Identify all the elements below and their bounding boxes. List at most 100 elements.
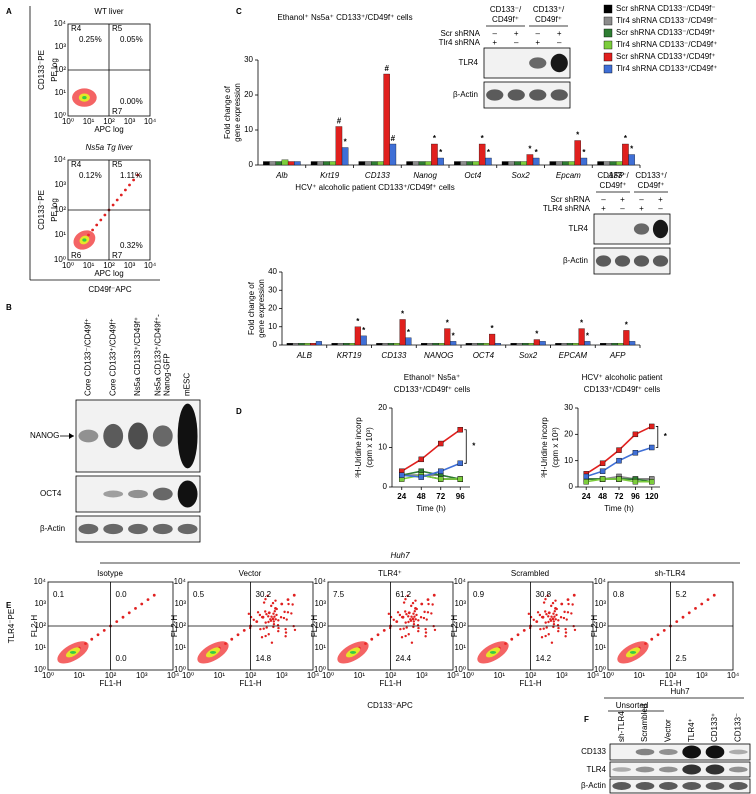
x-tick-label: 10² bbox=[103, 261, 115, 270]
group-label: CD133⁻/ bbox=[597, 171, 629, 180]
band bbox=[635, 782, 655, 790]
cell bbox=[119, 193, 123, 197]
bar bbox=[622, 143, 629, 166]
bar bbox=[485, 157, 492, 166]
y-tick-label: 10³ bbox=[314, 599, 326, 608]
cell bbox=[127, 611, 131, 615]
cell bbox=[102, 629, 106, 632]
cell bbox=[400, 636, 404, 639]
y-axis-label: ³H-Uridine incorp bbox=[540, 417, 549, 478]
cell bbox=[400, 615, 404, 619]
bar bbox=[426, 343, 433, 346]
row-label: TLR4 bbox=[568, 224, 588, 233]
group-label: CD49f⁺ bbox=[638, 181, 665, 190]
y-axis-label: (cpm x 10³) bbox=[365, 427, 374, 468]
bar bbox=[292, 343, 299, 346]
bar bbox=[526, 154, 534, 166]
cell bbox=[550, 615, 553, 618]
band bbox=[78, 429, 99, 443]
cell bbox=[572, 593, 576, 597]
band bbox=[633, 223, 650, 235]
y-tick-label: 10¹ bbox=[54, 88, 66, 97]
cell bbox=[402, 627, 405, 630]
cell bbox=[564, 635, 567, 638]
cell bbox=[681, 615, 685, 619]
cell bbox=[546, 594, 549, 597]
point bbox=[616, 457, 622, 464]
lane-label: CD133⁻ bbox=[733, 713, 742, 742]
x-axis-label: Time (h) bbox=[604, 504, 634, 513]
cell bbox=[284, 627, 287, 631]
y-tick-label: 10² bbox=[594, 621, 606, 630]
y-tick-label: 10⁰ bbox=[454, 665, 466, 674]
cell bbox=[270, 641, 274, 644]
cell bbox=[91, 228, 94, 232]
cell bbox=[432, 593, 436, 597]
band bbox=[705, 764, 725, 775]
cell bbox=[540, 615, 544, 619]
bar bbox=[450, 341, 457, 346]
chart-title: HCV⁺ alcoholic patient CD133⁺/CD49f⁺ cel… bbox=[295, 183, 454, 192]
bar bbox=[405, 337, 412, 346]
cell bbox=[267, 620, 270, 624]
cell bbox=[152, 593, 156, 597]
axis-caption: APC log bbox=[94, 269, 123, 278]
cell bbox=[260, 636, 264, 639]
y-tick-label: 10³ bbox=[174, 599, 186, 608]
significance-mark: * bbox=[487, 148, 491, 157]
point bbox=[457, 427, 463, 433]
y-tick-label: 10⁴ bbox=[54, 155, 67, 164]
x-tick-label: 10¹ bbox=[353, 671, 365, 680]
axis-caption: FL1-H bbox=[239, 679, 261, 688]
cell bbox=[272, 620, 276, 623]
y-tick-label: 20 bbox=[244, 90, 253, 99]
x-tick-label: 10⁴ bbox=[727, 671, 740, 680]
group-label: Huh7 bbox=[670, 687, 690, 696]
y-tick-label: 20 bbox=[564, 429, 573, 438]
cell bbox=[124, 188, 127, 192]
cell bbox=[284, 631, 288, 634]
band bbox=[659, 749, 678, 755]
bar bbox=[578, 328, 585, 346]
cell bbox=[272, 612, 275, 615]
cell bbox=[96, 633, 100, 637]
cell bbox=[121, 615, 125, 619]
band bbox=[128, 489, 148, 499]
band bbox=[659, 766, 678, 773]
bar bbox=[561, 343, 568, 346]
bar bbox=[483, 343, 490, 346]
cell bbox=[407, 633, 410, 636]
band bbox=[78, 523, 99, 535]
cell bbox=[426, 598, 430, 601]
band bbox=[507, 89, 525, 101]
cell bbox=[547, 611, 551, 615]
x-tick-label: 10¹ bbox=[83, 261, 95, 270]
cell bbox=[552, 622, 556, 626]
condition-sign: – bbox=[514, 38, 519, 47]
group-label: CD49f⁺ bbox=[492, 15, 519, 24]
band bbox=[705, 782, 725, 790]
cell bbox=[700, 602, 704, 606]
quadrant-value: 0.0 bbox=[116, 654, 128, 663]
cell bbox=[376, 633, 380, 637]
cell bbox=[656, 633, 660, 637]
axis-caption: FL1-H bbox=[519, 679, 541, 688]
group-label: Huh7 bbox=[390, 551, 410, 560]
x-tick-label: 10⁴ bbox=[307, 671, 320, 680]
y-tick-label: 0 bbox=[249, 160, 254, 169]
cell bbox=[404, 621, 407, 624]
bar bbox=[304, 343, 311, 346]
bar bbox=[516, 343, 523, 346]
x-axis-label: Time (h) bbox=[416, 504, 446, 513]
point bbox=[599, 468, 606, 474]
bar bbox=[566, 343, 574, 346]
region-label: R6 bbox=[71, 251, 82, 260]
bar bbox=[471, 343, 478, 346]
bar bbox=[275, 161, 283, 166]
bar bbox=[354, 326, 361, 346]
cell bbox=[277, 626, 280, 630]
y-tick-label: 10³ bbox=[34, 599, 46, 608]
bar bbox=[617, 343, 624, 346]
condition-sign: + bbox=[658, 195, 663, 204]
